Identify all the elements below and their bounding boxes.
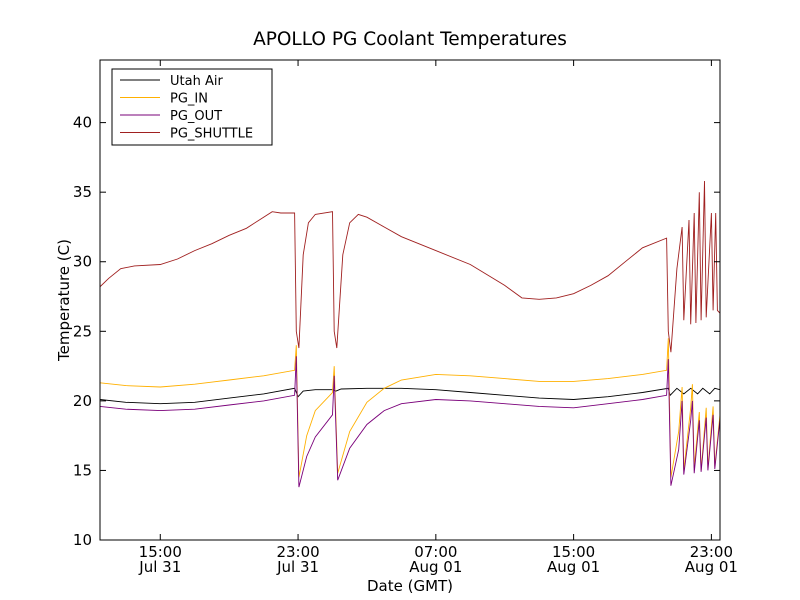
series-line-pg-in bbox=[100, 338, 720, 478]
y-tick-label: 25 bbox=[73, 322, 92, 340]
x-tick-label-date: Aug 01 bbox=[409, 558, 462, 576]
y-tick-label: 30 bbox=[73, 253, 92, 271]
legend: Utah Air PG_IN PG_OUT PG_SHUTTLE bbox=[111, 68, 273, 146]
y-tick-label: 15 bbox=[73, 461, 92, 479]
x-tick-label-date: Jul 31 bbox=[138, 558, 181, 576]
x-axis-label: Date (GMT) bbox=[367, 577, 453, 595]
series-line-pg-shuttle bbox=[100, 180, 720, 353]
legend-label: PG_SHUTTLE bbox=[170, 127, 253, 142]
y-tick-label: 20 bbox=[73, 392, 92, 410]
x-tick-label-date: Aug 01 bbox=[685, 558, 738, 576]
x-tick-label-time: 15:00 bbox=[139, 543, 182, 561]
x-tick-label-time: 15:00 bbox=[552, 543, 595, 561]
series-line-utah-air bbox=[100, 387, 720, 405]
series-lines bbox=[100, 180, 720, 488]
chart-title: APOLLO PG Coolant Temperatures bbox=[253, 29, 567, 50]
y-tick-label: 35 bbox=[73, 183, 92, 201]
series-line-pg-out bbox=[100, 356, 720, 488]
y-tick-label: 10 bbox=[73, 531, 92, 549]
y-tick-label: 40 bbox=[73, 114, 92, 132]
y-axis-label: Temperature (C) bbox=[55, 239, 73, 362]
x-tick-label-time: 07:00 bbox=[414, 543, 457, 561]
legend-label: PG_OUT bbox=[170, 109, 222, 124]
x-tick-label-time: 23:00 bbox=[276, 543, 319, 561]
x-tick-label-time: 23:00 bbox=[690, 543, 733, 561]
legend-label: PG_IN bbox=[170, 92, 208, 107]
x-tick-label-date: Jul 31 bbox=[276, 558, 319, 576]
axes-frame bbox=[99, 59, 721, 541]
x-tick-label-date: Aug 01 bbox=[547, 558, 600, 576]
legend-label: Utah Air bbox=[170, 74, 223, 89]
